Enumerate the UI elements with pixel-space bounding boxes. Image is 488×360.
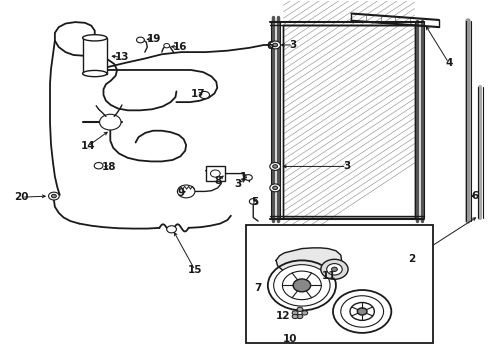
Circle shape <box>291 314 297 319</box>
Ellipse shape <box>82 71 107 77</box>
Circle shape <box>269 184 280 192</box>
Circle shape <box>136 37 144 43</box>
Circle shape <box>357 308 366 315</box>
Bar <box>205 166 224 181</box>
Circle shape <box>210 170 220 177</box>
Text: 6: 6 <box>471 191 478 201</box>
Circle shape <box>200 91 209 99</box>
Text: 3: 3 <box>342 161 349 171</box>
Text: 3: 3 <box>234 179 241 189</box>
Circle shape <box>272 43 277 47</box>
Text: 12: 12 <box>276 311 290 321</box>
Circle shape <box>177 185 195 198</box>
Text: 10: 10 <box>283 334 297 344</box>
Circle shape <box>163 44 169 48</box>
Text: 8: 8 <box>214 176 221 186</box>
Text: 13: 13 <box>115 53 129 63</box>
Text: 17: 17 <box>191 89 205 99</box>
Bar <box>283 24 414 217</box>
Circle shape <box>272 165 277 168</box>
Circle shape <box>249 199 257 204</box>
Circle shape <box>296 307 302 311</box>
Circle shape <box>292 279 310 292</box>
Circle shape <box>166 226 176 233</box>
Text: 9: 9 <box>177 188 184 198</box>
Circle shape <box>269 41 280 49</box>
Text: 11: 11 <box>321 271 336 282</box>
Text: 6: 6 <box>265 41 273 51</box>
Ellipse shape <box>82 35 107 41</box>
Circle shape <box>273 265 329 306</box>
Text: 19: 19 <box>146 33 161 44</box>
Text: 16: 16 <box>173 42 187 52</box>
Circle shape <box>296 314 302 319</box>
Circle shape <box>100 114 121 130</box>
Circle shape <box>301 311 307 315</box>
Bar <box>82 38 107 73</box>
Text: 2: 2 <box>408 253 415 264</box>
Text: 7: 7 <box>253 283 261 293</box>
Text: 4: 4 <box>444 58 451 68</box>
Circle shape <box>94 162 103 169</box>
Circle shape <box>320 259 347 279</box>
Text: 1: 1 <box>240 172 246 182</box>
Circle shape <box>291 311 297 315</box>
Circle shape <box>244 175 252 180</box>
Text: 5: 5 <box>251 197 258 207</box>
Circle shape <box>340 296 383 327</box>
Circle shape <box>326 264 342 275</box>
Circle shape <box>272 186 277 190</box>
Polygon shape <box>276 248 341 272</box>
Circle shape <box>331 267 337 271</box>
Circle shape <box>48 192 59 200</box>
Circle shape <box>269 162 280 170</box>
Circle shape <box>51 194 56 198</box>
Text: 14: 14 <box>81 141 95 151</box>
Text: 15: 15 <box>187 265 202 275</box>
Text: 18: 18 <box>102 162 116 172</box>
Bar <box>283 24 414 217</box>
Text: 3: 3 <box>289 40 296 50</box>
Text: 20: 20 <box>15 192 29 202</box>
Bar <box>245 225 432 342</box>
